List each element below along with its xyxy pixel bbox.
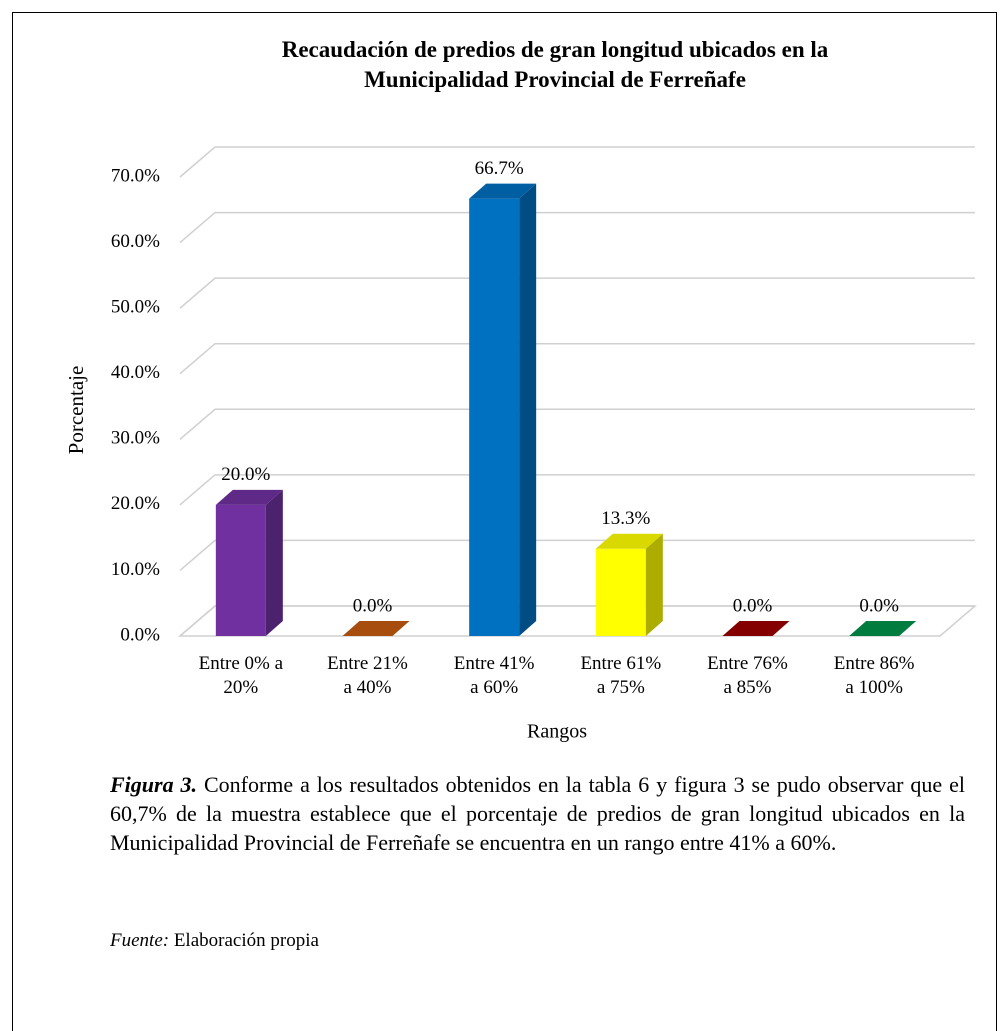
y-tick-label: 60.0% <box>111 231 160 252</box>
grid-line <box>179 605 975 637</box>
y-tick-label: 10.0% <box>111 559 160 580</box>
x-tick-label: Entre 41% a 60% <box>453 653 535 698</box>
bar-front <box>595 548 646 636</box>
bar-side <box>519 183 537 637</box>
bar-side <box>645 533 663 636</box>
caption: Figura 3. Conforme a los resultados obte… <box>110 770 965 857</box>
grid-line <box>179 539 975 571</box>
grid-line <box>179 211 975 244</box>
data-label: 0.0% <box>859 595 899 616</box>
source: Fuente: Elaboración propia <box>110 930 319 952</box>
y-tick-label: 20.0% <box>111 493 160 514</box>
grid-line <box>179 146 975 178</box>
y-tick-label: 30.0% <box>111 428 160 449</box>
y-tick-label: 70.0% <box>111 165 160 186</box>
y-tick-label: 40.0% <box>111 362 160 383</box>
grid-line <box>179 277 975 309</box>
bar-front <box>215 504 266 636</box>
bar-front <box>469 198 520 637</box>
data-label: 66.7% <box>475 158 524 179</box>
data-label: 0.0% <box>353 595 393 616</box>
frame <box>12 12 997 1031</box>
grid-line <box>179 408 975 440</box>
data-label: 20.0% <box>221 464 270 485</box>
chart-title: Recaudación de predios de gran longitud … <box>281 37 829 92</box>
y-tick-label: 50.0% <box>111 297 160 318</box>
caption-text: Conforme a los resultados obtenidos en l… <box>110 772 965 855</box>
y-tick-label: 0.0% <box>120 624 160 645</box>
bar-top <box>215 489 283 505</box>
x-tick-label: Entre 21% a 40% <box>327 653 408 698</box>
grid-line <box>179 474 975 506</box>
data-label: 13.3% <box>601 508 650 529</box>
source-text: Elaboración propia <box>173 930 319 951</box>
grid-line <box>179 342 975 375</box>
x-tick-label: Entre 76% a 85% <box>707 653 788 698</box>
caption-label: Figura 3. <box>110 772 198 797</box>
data-label: 0.0% <box>733 595 773 616</box>
bar-top <box>849 621 917 636</box>
bar-top <box>595 533 663 549</box>
x-tick-label: Entre 61% a 75% <box>580 653 662 698</box>
x-tick-label: Entre 86% a 100% <box>833 653 915 698</box>
bar-side <box>265 489 283 636</box>
source-label: Fuente: <box>110 930 170 951</box>
x-axis-label: Rangos <box>527 721 587 743</box>
bar-top <box>469 183 537 199</box>
bar-top <box>342 621 410 636</box>
y-axis-label: Porcentaje <box>64 366 88 455</box>
x-tick-label: Entre 0% a 20% <box>198 653 284 698</box>
bar-top <box>722 621 790 636</box>
